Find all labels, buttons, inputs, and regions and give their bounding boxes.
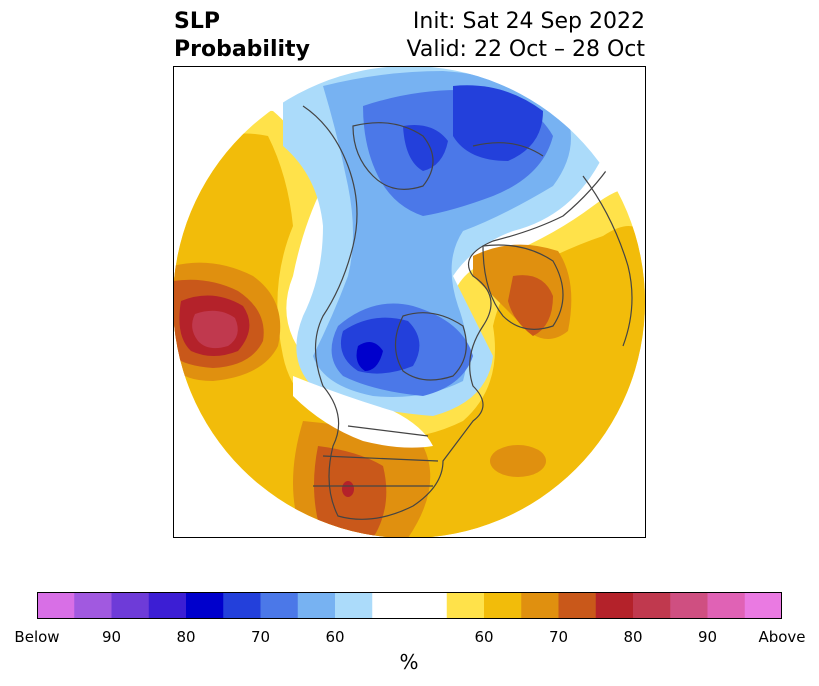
colorbar-segment: [409, 592, 448, 619]
colorbar-tick-label: 90: [697, 628, 718, 646]
probability-map: [173, 66, 646, 538]
colorbar-segment: [446, 592, 485, 619]
colorbar-segment: [707, 592, 746, 619]
colorbar-segment: [372, 592, 410, 619]
colorbar-segment: [148, 592, 187, 619]
colorbar-segment: [223, 592, 261, 619]
colorbar-tick-label: 90: [101, 628, 122, 646]
map-frame: [173, 66, 646, 538]
colorbar-segment: [186, 592, 224, 619]
colorbar-segment: [670, 592, 708, 619]
coastlines: [302, 105, 633, 520]
colorbar-tick-label: 60: [474, 628, 494, 646]
colorbar-tick-label: 80: [176, 628, 196, 646]
colorbar-segment: [297, 592, 336, 619]
colorbar-tick-label: 70: [548, 628, 569, 646]
colorbar-tick-label: Below: [14, 628, 60, 646]
init-date: Init: Sat 24 Sep 2022: [412, 9, 645, 34]
colorbar-segment: [595, 592, 634, 619]
colorbar-segment: [744, 592, 782, 619]
colorbar-unit: %: [399, 650, 419, 674]
colorbar-segment: [633, 592, 671, 619]
colorbar-segment: [558, 592, 597, 619]
colorbar-tick-label: 60: [325, 628, 345, 646]
colorbar: [37, 592, 782, 619]
colorbar-segment: [260, 592, 299, 619]
probability-field: [173, 66, 645, 538]
colorbar-segment: [484, 592, 522, 619]
title-product: Probability: [174, 37, 310, 62]
colorbar-segment: [37, 592, 75, 619]
colorbar-segment: [335, 592, 373, 619]
colorbar-frame: [37, 592, 782, 619]
valid-range: Valid: 22 Oct – 28 Oct: [406, 37, 645, 62]
title-variable: SLP: [174, 9, 220, 34]
forecast-dates: Init: Sat 24 Sep 2022 Valid: 22 Oct – 28…: [407, 8, 645, 64]
colorbar-tick-label: 80: [623, 628, 643, 646]
colorbar-segment: [521, 592, 559, 619]
colorbar-segment: [74, 592, 112, 619]
colorbar-tick-label: 70: [250, 628, 271, 646]
colorbar-tick-label: Above: [758, 628, 806, 646]
colorbar-segment: [111, 592, 150, 619]
map-title: SLP Probability: [174, 8, 310, 64]
